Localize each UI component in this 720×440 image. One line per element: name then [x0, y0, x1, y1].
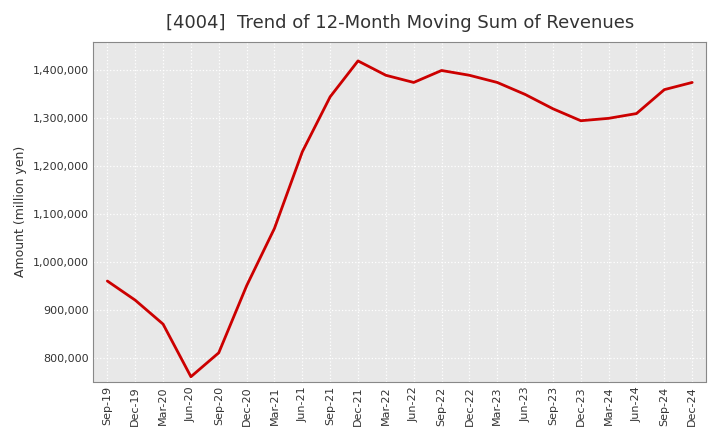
Y-axis label: Amount (million yen): Amount (million yen)	[14, 146, 27, 277]
Title: [4004]  Trend of 12-Month Moving Sum of Revenues: [4004] Trend of 12-Month Moving Sum of R…	[166, 14, 634, 32]
